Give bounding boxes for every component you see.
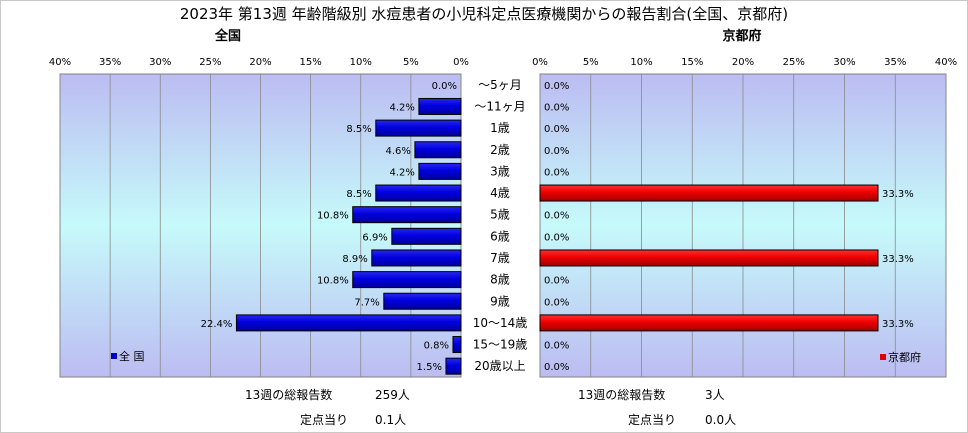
left-total-value: 259人 [375,388,410,402]
left-value-label: 8.5% [346,124,371,135]
right-x-tick-label: 40% [935,57,957,68]
left-bar [235,314,462,332]
category-label: 4歳 [490,186,510,200]
right-value-label: 0.0% [544,297,569,308]
left-value-label: 4.2% [389,167,414,178]
right-x-tick-label: 30% [833,57,855,68]
right-legend: 京都府 [880,350,921,364]
right-value-label: 0.0% [544,362,569,373]
right-value-label: 0.0% [544,276,569,287]
category-label: 3歳 [490,164,510,178]
right-x-tick-label: 0% [532,57,548,68]
left-total-row: 13週の総報告数 259人 13週の総報告数 3人 [0,386,968,402]
right-value-label: 0.0% [544,81,569,92]
right-x-tick-label: 20% [732,57,754,68]
right-bar [539,249,879,267]
right-value-label: 0.0% [544,341,569,352]
left-per-row: 定点当り 0.1人 定点当り 0.0人 [0,411,968,427]
right-value-label: 0.0% [544,146,569,157]
left-x-tick-label: 15% [300,57,322,68]
left-x-tick-label: 30% [149,57,171,68]
left-value-label: 8.9% [342,254,367,265]
left-value-label: 6.9% [362,232,387,243]
right-panel-title: 京都府 [722,28,761,44]
left-bar [445,357,462,375]
left-value-label: 4.6% [385,146,410,157]
right-x-tick-label: 15% [681,57,703,68]
right-value-label: 0.0% [544,211,569,222]
left-value-label: 0.8% [424,341,449,352]
left-per-label: 定点当り [300,413,349,427]
left-value-label: 8.5% [346,189,371,200]
left-value-label: 1.5% [417,362,442,373]
right-x-tick-label: 10% [630,57,652,68]
category-label: 15～19歳 [473,338,528,352]
right-total-value: 3人 [705,388,725,402]
left-value-label: 0.0% [432,81,457,92]
left-x-tick-label: 10% [350,57,372,68]
right-value-label: 33.3% [882,254,914,265]
category-label: 6歳 [490,229,510,243]
category-label: 9歳 [490,294,510,308]
right-value-label: 33.3% [882,189,914,200]
category-label: 2歳 [490,143,510,157]
left-total-label: 13週の総報告数 [245,388,333,402]
left-x-tick-label: 35% [99,57,121,68]
right-value-label: 33.3% [882,319,914,330]
left-legend-label: 全 国 [119,349,145,363]
left-value-label: 7.7% [354,297,379,308]
category-label: ～11ヶ月 [474,99,525,113]
category-label: 1歳 [490,121,510,135]
left-bar [375,184,462,202]
right-value-label: 0.0% [544,102,569,113]
right-legend-label: 京都府 [888,350,921,364]
right-per-value: 0.0人 [705,413,737,427]
right-value-label: 0.0% [544,167,569,178]
right-bar [539,184,879,202]
chart-title: 2023年 第13週 年齢階級別 水痘患者の小児科定点医療機関からの報告割合(全… [180,5,788,23]
right-value-label: 0.0% [544,232,569,243]
category-label: 8歳 [490,273,510,287]
left-panel-title: 全国 [214,28,241,44]
category-label: ～5ヶ月 [478,78,522,92]
right-x-tick-label: 35% [884,57,906,68]
category-label: 7歳 [490,251,510,265]
left-bar [418,97,462,115]
category-label: 5歳 [490,208,510,222]
left-x-tick-label: 0% [453,57,469,68]
left-bar [383,292,462,310]
left-value-label: 10.8% [317,211,349,222]
left-bar [371,249,462,267]
right-value-label: 0.0% [544,124,569,135]
right-legend-swatch [880,354,886,360]
right-per-label: 定点当り [628,413,677,427]
category-label: 20歳以上 [474,359,525,373]
right-bar [539,314,879,332]
right-x-tick-label: 5% [583,57,599,68]
left-bar [352,206,462,224]
left-legend-swatch [111,353,117,359]
left-per-value: 0.1人 [375,413,407,427]
left-value-label: 22.4% [201,319,233,330]
left-bar [375,119,462,137]
left-bar [352,271,462,289]
category-label: 10～14歳 [473,316,528,330]
left-bar [452,336,462,354]
left-x-tick-label: 40% [49,57,71,68]
left-x-tick-label: 5% [403,57,419,68]
right-x-tick-label: 25% [783,57,805,68]
left-bar [414,141,462,159]
right-total-label: 13週の総報告数 [578,388,666,402]
left-bar [391,227,462,245]
left-legend: 全 国 [111,349,145,363]
left-value-label: 10.8% [317,276,349,287]
left-x-tick-label: 20% [249,57,271,68]
left-value-label: 4.2% [389,102,414,113]
left-x-tick-label: 25% [199,57,221,68]
left-bar [418,162,462,180]
